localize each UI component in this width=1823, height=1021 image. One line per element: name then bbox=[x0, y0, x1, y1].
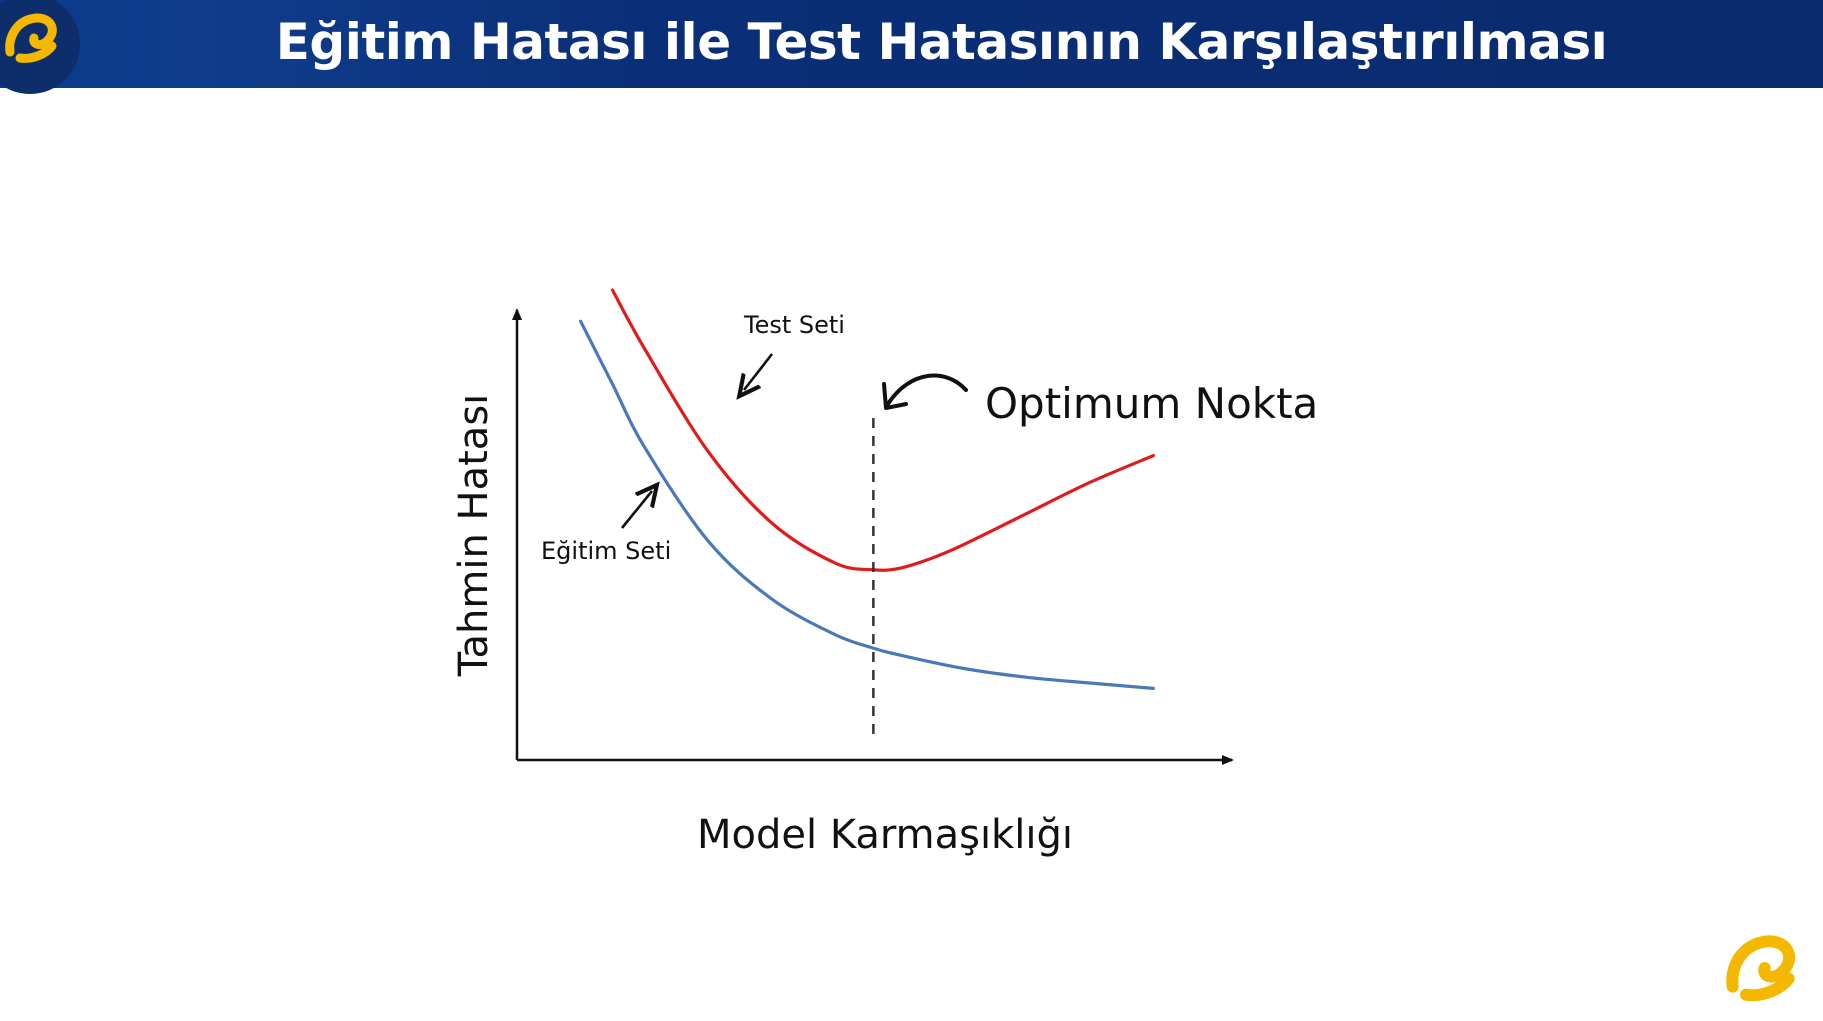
y-axis-label: Tahmin Hatası bbox=[451, 394, 497, 678]
x-axis-label: Model Karmaşıklığı bbox=[697, 812, 1073, 858]
chart-annotations: Test Seti Eğitim Seti Optimum Nokta bbox=[541, 311, 1318, 565]
test-set-label: Test Seti bbox=[743, 311, 845, 339]
optimum-curved-arrow bbox=[886, 373, 968, 406]
turkcell-logo-icon bbox=[1722, 928, 1802, 1012]
x-axis-arrow bbox=[1222, 755, 1234, 765]
test-error-line bbox=[610, 288, 1155, 572]
title-bar: Eğitim Hatası ile Test Hatasının Karşıla… bbox=[0, 0, 1823, 94]
page-title: Eğitim Hatası ile Test Hatasının Karşıla… bbox=[275, 13, 1608, 71]
chart-series bbox=[579, 288, 1155, 735]
training-error-line bbox=[579, 319, 1155, 690]
training-set-arrow bbox=[620, 491, 652, 529]
chart-axes: Model Karmaşıklığı Tahmin Hatası bbox=[451, 308, 1234, 858]
optimum-point-label: Optimum Nokta bbox=[985, 379, 1318, 428]
optimum-arrowhead bbox=[882, 382, 908, 410]
training-set-label: Eğitim Seti bbox=[541, 537, 671, 565]
test-set-arrow bbox=[744, 353, 774, 390]
y-axis-arrow bbox=[512, 308, 522, 320]
